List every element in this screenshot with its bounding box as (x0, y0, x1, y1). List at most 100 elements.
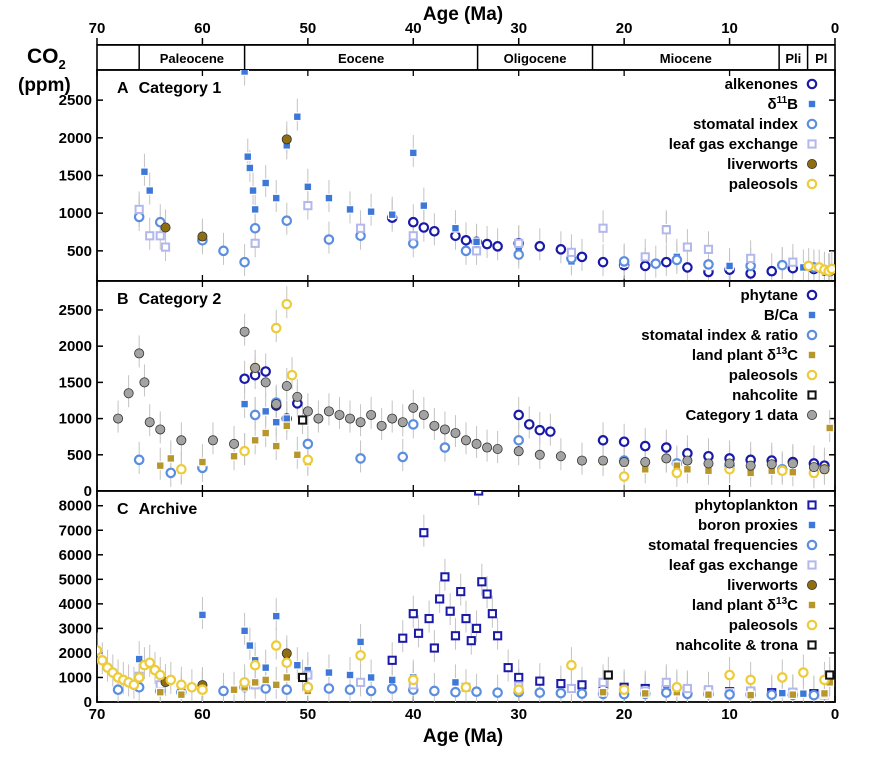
data-point (703, 244, 714, 254)
data-point (282, 414, 292, 423)
panel-c: 0 1000 2000 3000 4000 5000 6000 7000 8000 C Archiv… (59, 490, 836, 711)
data-point (450, 631, 461, 641)
data-point (618, 256, 630, 267)
data-point (724, 458, 735, 469)
data-point (535, 676, 545, 686)
data-point (424, 613, 434, 624)
data-point (355, 453, 366, 464)
epoch-label: Pl (815, 51, 827, 66)
legend-marker (807, 99, 817, 109)
data-point (229, 438, 240, 449)
data-point (176, 679, 187, 691)
legend-label: leaf gas exchange (669, 557, 798, 574)
data-point (598, 223, 608, 233)
data-point (766, 459, 777, 470)
legend-marker (807, 310, 817, 320)
epoch-label: Pli (785, 51, 801, 66)
data-point (249, 222, 261, 234)
data-point (566, 659, 577, 671)
data-point (429, 225, 440, 237)
data-point (323, 406, 334, 417)
data-point (140, 167, 149, 177)
data-point (466, 636, 476, 646)
y-tick-label: 1000 (59, 411, 92, 428)
bottom-tick-label: 30 (510, 706, 527, 723)
bottom-tick-label: 20 (616, 706, 633, 723)
data-point (471, 438, 482, 449)
data-point (825, 423, 835, 433)
data-point (271, 193, 281, 203)
data-point (303, 201, 313, 211)
data-point (271, 399, 282, 410)
data-point (640, 252, 650, 262)
y-tick-label: 1500 (59, 374, 92, 391)
data-point (271, 417, 281, 427)
data-point (639, 260, 651, 272)
data-point (355, 677, 366, 687)
panel-data (113, 286, 835, 491)
data-point (407, 674, 419, 686)
data-point (413, 628, 424, 638)
data-point (482, 442, 493, 453)
data-point (197, 684, 208, 696)
data-point (366, 207, 376, 217)
data-point (240, 626, 250, 636)
bottom-tick-label: 70 (89, 706, 106, 723)
y-tick-label: 2500 (59, 302, 92, 319)
epoch-label: Paleocene (160, 51, 224, 66)
y-tick-label: 5000 (59, 571, 92, 588)
data-point (134, 204, 144, 215)
data-point (145, 186, 155, 195)
x-axis-title-bottom: Age (Ma) (423, 726, 503, 747)
data-point (229, 451, 239, 461)
data-point (460, 681, 472, 693)
data-point (218, 685, 229, 697)
data-point (397, 417, 408, 428)
data-point (365, 685, 377, 697)
legend-label: land plant δ13C (692, 596, 798, 614)
data-point (186, 681, 198, 693)
y-tick-label: 3000 (59, 620, 92, 637)
data-point (282, 673, 292, 682)
data-point (324, 668, 334, 677)
bottom-tick-label: 10 (721, 706, 738, 723)
data-point (418, 222, 430, 233)
data-point (472, 237, 481, 247)
data-point (165, 467, 177, 479)
data-point (661, 677, 671, 687)
data-point (487, 609, 497, 619)
data-point (97, 645, 103, 656)
panel-letter: B (117, 291, 129, 308)
data-point (240, 70, 250, 76)
series-paleosols (97, 640, 830, 696)
panel-legend: alkenones δ11B stomatal index leaf gas exch… (669, 76, 818, 193)
legend-marker (806, 539, 818, 551)
data-point (419, 528, 429, 538)
data-point (513, 446, 524, 457)
data-point (198, 610, 207, 620)
data-point (661, 256, 672, 268)
legend-marker (807, 390, 817, 400)
legend-label: nahcolite (732, 387, 798, 404)
data-point (281, 134, 292, 145)
data-point (355, 650, 366, 661)
data-point (113, 413, 124, 424)
y-tick-label: 500 (67, 447, 92, 464)
legend-label: paleosols (729, 367, 798, 384)
data-point (366, 673, 376, 682)
data-point (345, 670, 355, 680)
data-point (281, 648, 292, 659)
data-point (534, 424, 546, 436)
y-tick-label: 0 (84, 694, 92, 711)
y-axis-label-co2-main: CO (27, 45, 59, 68)
data-point (292, 660, 302, 670)
legend-marker (806, 178, 818, 190)
panel-title-text: Category 1 (139, 80, 222, 97)
data-point (682, 242, 692, 252)
data-point (239, 326, 250, 337)
panel-letter: C (117, 501, 129, 518)
y-tick-label: 1000 (59, 205, 92, 222)
legend-marker (806, 369, 818, 381)
data-point (407, 419, 419, 430)
data-point (240, 399, 250, 409)
